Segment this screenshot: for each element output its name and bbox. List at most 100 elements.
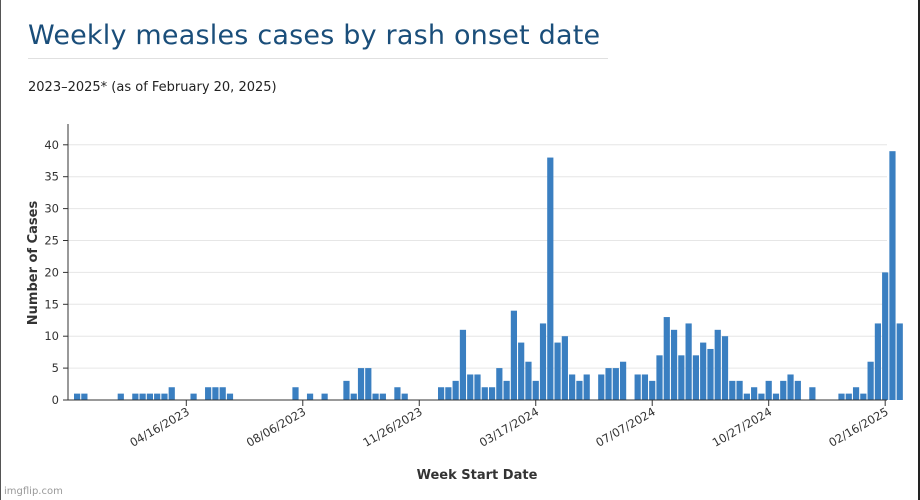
bar-week-111	[874, 323, 881, 400]
bar-week-86	[692, 355, 699, 400]
bar-week-11	[146, 393, 153, 400]
bar-week-71	[583, 374, 590, 400]
bar-week-73	[598, 374, 605, 400]
bar-week-35	[321, 393, 328, 400]
bar-week-113	[889, 151, 896, 400]
y-tick-label: 10	[44, 329, 59, 343]
bar-week-89	[714, 329, 721, 400]
x-axis-ticks: 04/16/2023 08/06/2023 11/26/2023 03/17/2024…	[127, 400, 891, 450]
page-subtitle: 2023–2025* (as of February 20, 2025)	[28, 80, 277, 95]
bar-week-12	[154, 393, 161, 400]
bar-week-95	[758, 393, 765, 400]
bar-week-42	[372, 393, 379, 400]
bar-week-85	[685, 323, 692, 400]
title-divider	[28, 58, 608, 59]
bar-week-83	[670, 329, 678, 400]
bar-week-54	[459, 329, 467, 400]
bar-week-58	[488, 387, 496, 400]
bar-week-91	[729, 380, 736, 400]
chart-bars	[74, 151, 903, 400]
bar-week-46	[401, 393, 408, 400]
y-tick-label: 25	[44, 234, 59, 248]
bar-week-81	[656, 355, 663, 400]
imgflip-watermark: imgflip.com	[4, 486, 63, 497]
bar-week-66	[547, 157, 554, 400]
bar-week-2	[81, 393, 88, 400]
bar-week-41	[365, 368, 372, 400]
bar-week-22	[226, 393, 234, 400]
bar-week-102	[809, 387, 816, 400]
bar-week-20	[212, 387, 219, 400]
bar-week-1	[74, 393, 81, 400]
bar-week-21	[219, 387, 226, 400]
x-tick-label: 02/16/2025	[826, 404, 890, 449]
bar-week-52	[445, 387, 452, 400]
y-tick-label: 5	[52, 361, 59, 375]
bar-week-65	[539, 323, 547, 400]
x-tick-label: 07/07/2024	[593, 404, 657, 449]
bar-week-45	[394, 387, 401, 400]
bar-week-10	[139, 393, 146, 400]
bar-week-112	[882, 272, 889, 400]
bar-week-110	[867, 361, 874, 400]
bar-week-39	[350, 393, 357, 400]
chart-axes	[67, 124, 887, 401]
bar-week-51	[438, 387, 445, 400]
x-tick-label: 10/27/2024	[710, 404, 774, 449]
y-tick-label: 0	[52, 393, 59, 407]
bar-week-70	[576, 380, 583, 400]
bar-week-88	[707, 348, 714, 400]
bar-week-17	[190, 393, 197, 400]
y-axis-ticks: 0 5 10 15 20 25 30 35 40	[44, 138, 68, 407]
bar-week-68	[561, 336, 568, 400]
bar-week-106	[838, 393, 845, 400]
bar-week-93	[743, 393, 750, 400]
bar-week-99	[787, 374, 794, 400]
x-axis-label: Week Start Date	[417, 468, 538, 483]
y-tick-label: 35	[44, 170, 59, 184]
bar-week-60	[503, 380, 510, 400]
bar-week-55	[467, 374, 474, 400]
x-tick-label: 04/16/2023	[127, 404, 191, 449]
bar-week-97	[772, 393, 780, 400]
bar-week-19	[205, 387, 212, 400]
bar-week-92	[736, 380, 743, 400]
bar-week-94	[751, 387, 758, 400]
y-tick-label: 15	[44, 297, 59, 311]
y-axis-label: Number of Cases	[26, 201, 41, 326]
bar-week-114	[896, 323, 903, 400]
x-tick-label: 11/26/2023	[360, 404, 424, 449]
bar-week-98	[780, 380, 787, 400]
page-title: Weekly measles cases by rash onset date	[28, 20, 601, 51]
bar-week-31	[292, 387, 299, 400]
bar-week-82	[663, 317, 670, 400]
bar-week-80	[649, 380, 656, 400]
x-tick-label: 08/06/2023	[244, 404, 308, 449]
bar-week-53	[452, 380, 459, 400]
bar-week-76	[620, 361, 627, 400]
frame-left-edge	[0, 0, 1, 500]
chart-gridlines	[68, 144, 887, 369]
bar-week-74	[605, 368, 612, 400]
bar-week-109	[860, 393, 867, 400]
x-tick-label: 03/17/2024	[477, 404, 541, 449]
y-tick-label: 20	[44, 265, 59, 279]
bar-week-56	[474, 374, 481, 400]
bar-week-108	[852, 387, 860, 400]
bar-week-90	[721, 336, 729, 400]
bar-week-40	[357, 368, 365, 400]
bar-week-9	[132, 393, 139, 400]
bar-week-100	[794, 380, 801, 400]
bar-week-87	[700, 342, 707, 400]
bar-week-64	[532, 380, 539, 400]
bar-week-69	[569, 374, 576, 400]
bar-week-38	[343, 380, 350, 400]
frame-right-edge	[918, 0, 920, 500]
bar-week-7	[117, 393, 124, 400]
bar-week-33	[306, 393, 314, 400]
bar-week-14	[168, 387, 175, 400]
bar-week-59	[496, 368, 503, 400]
bar-week-61	[510, 310, 517, 400]
bar-week-96	[765, 380, 772, 400]
